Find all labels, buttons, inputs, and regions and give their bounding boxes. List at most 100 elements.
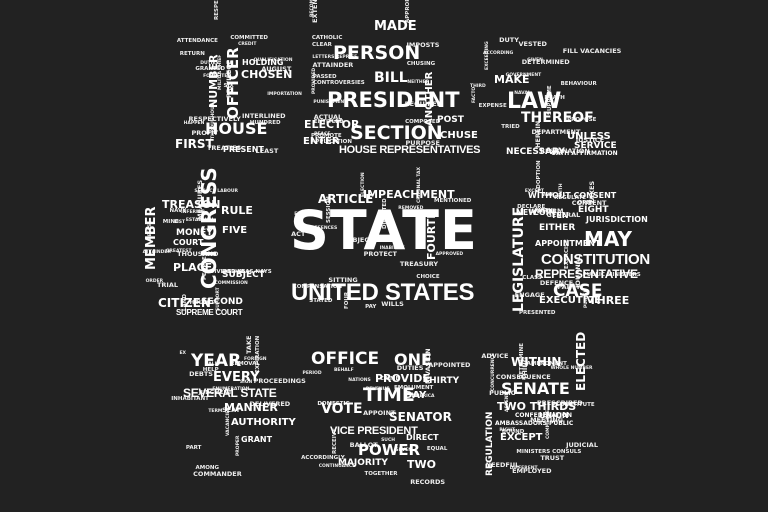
filler-word: IMPOSTS [406, 41, 440, 50]
filler-word: TITLE [201, 301, 215, 307]
word-five: FIVE [222, 225, 248, 236]
filler-word: DEATH [544, 95, 565, 102]
filler-word: PUBLIC [489, 389, 516, 398]
filler-word: CHUSING [406, 60, 436, 67]
filler-word: TRIAL [156, 281, 179, 290]
filler-word: APPROVED [435, 251, 464, 257]
filler-word: DEPARTMENT [531, 128, 581, 137]
word-time: TIME [363, 384, 415, 406]
word-elector: ELECTOR [304, 118, 360, 131]
filler-word: SERVICE LABOUR [194, 189, 238, 195]
filler-word: PUBLIC MINISTERS [582, 271, 641, 278]
filler-word: SEVEN [395, 447, 413, 453]
filler-word: GRANTED [195, 66, 226, 73]
word-post: POST [437, 115, 464, 125]
word-power: POWER [358, 441, 421, 459]
word-either: EITHER [539, 223, 576, 233]
word-appointment: APPOINTMENT [535, 239, 601, 248]
filler-word: RESPECTIVELY [188, 115, 241, 124]
filler-word: ENTERED [221, 270, 245, 276]
word-court: COURT [173, 238, 204, 247]
filler-word: DECLARE [517, 204, 546, 211]
word-may: MAY [584, 227, 632, 251]
filler-word: PRIVILEGE [225, 59, 234, 98]
filler-word: ORDER [145, 279, 164, 285]
filler-word: JUDGMENT [198, 389, 232, 396]
filler-word: NATIONS [348, 378, 371, 384]
word-two: TWO [407, 458, 436, 471]
filler-word: JOURNAL [574, 254, 583, 288]
filler-word: CHOICE [416, 274, 440, 281]
filler-word: CONTROVERSIES [312, 80, 365, 87]
word-eight: EIGHT [578, 205, 609, 215]
word-president: PRESIDENT [327, 88, 460, 112]
filler-word: LEAST [255, 146, 279, 155]
filler-word: TRUST [540, 454, 565, 463]
word-house-representatives: HOUSE REPRESENTATIVES [339, 144, 481, 156]
filler-word: PERIOD [302, 370, 322, 376]
filler-word: DUTIES [396, 363, 424, 372]
filler-word: TAXES [588, 180, 597, 204]
filler-word: MEETING [530, 415, 564, 424]
filler-word: TOGETHER [364, 471, 398, 478]
filler-word: PAY [365, 303, 377, 310]
filler-word: GIVEN [527, 58, 543, 64]
filler-word: RETURN [179, 51, 205, 58]
filler-word: WAR [542, 192, 555, 198]
filler-word: THOUSAND [177, 250, 219, 259]
filler-word: PURPOSE [405, 138, 440, 147]
filler-word: EXERCISE [564, 239, 571, 269]
filler-word: EQUAL [426, 445, 448, 452]
filler-word: NEEDFUL [485, 461, 520, 470]
filler-word: CATHOLIC [311, 35, 343, 42]
word-ten: TEN [551, 211, 569, 220]
filler-word: COMPOSED [405, 119, 441, 126]
filler-word: NAVY [169, 208, 187, 215]
filler-word: REVENUE [365, 386, 390, 392]
filler-word: WILLS [381, 300, 404, 309]
word-enter: ENTER [303, 136, 340, 147]
word-three: THREE [589, 294, 630, 307]
filler-word: DOMESTIC [317, 401, 350, 408]
word-without-consent: WITHOUT CONSENT [528, 191, 617, 200]
filler-word: COMPENSATION [292, 284, 343, 291]
filler-word: TREATIES [206, 143, 242, 152]
word-union: UNION [539, 411, 569, 420]
filler-word: ACCORDING [482, 50, 514, 56]
filler-word: RECESS [148, 221, 154, 241]
filler-word: COMMISSION [214, 280, 248, 286]
word-place: PLACE [173, 261, 213, 274]
filler-word: EX [179, 350, 186, 356]
word-majority: MAJORITY [338, 458, 388, 468]
word-second: SECOND [201, 297, 243, 307]
filler-word: DIRECTED [381, 198, 388, 229]
filler-word: FOREIGN [243, 357, 267, 363]
word-law: LAW [507, 89, 562, 114]
filler-word: MENTIONED [434, 198, 472, 205]
filler-word: PROPOSE [567, 117, 597, 124]
word-united-states: UNITED STATES [291, 279, 475, 306]
filler-word: VACANCIES [226, 407, 232, 437]
word-house: HOUSE [205, 119, 268, 138]
filler-word: ENTITLED [313, 118, 344, 125]
filler-word: GREATEST [165, 248, 192, 254]
filler-word: VALID [205, 362, 221, 368]
word-made: MADE [374, 19, 417, 34]
filler-word: CLASS [522, 275, 542, 282]
filler-word: BALLOT [349, 440, 378, 449]
word-chosen: CHOSEN [241, 68, 293, 81]
word-senate: SENATE [501, 379, 570, 398]
filler-word: DETERMINED [521, 57, 570, 66]
word-vote: VOTE [321, 401, 363, 417]
word-ambassadors-public: AMBASSADORS PUBLIC [495, 420, 574, 427]
word-present: PRESENT [223, 145, 264, 154]
word-office: OFFICE [311, 349, 380, 369]
filler-word: EMPLOYED [512, 467, 552, 476]
filler-word: AMENDMENT [526, 360, 567, 367]
filler-word: BEHAVIOUR [560, 80, 597, 87]
word-service: SERVICE [574, 141, 617, 151]
filler-word: SITTING [328, 276, 358, 285]
filler-word: DEFENCE [539, 279, 574, 288]
word-vice-president: VICE PRESIDENT [330, 425, 418, 437]
